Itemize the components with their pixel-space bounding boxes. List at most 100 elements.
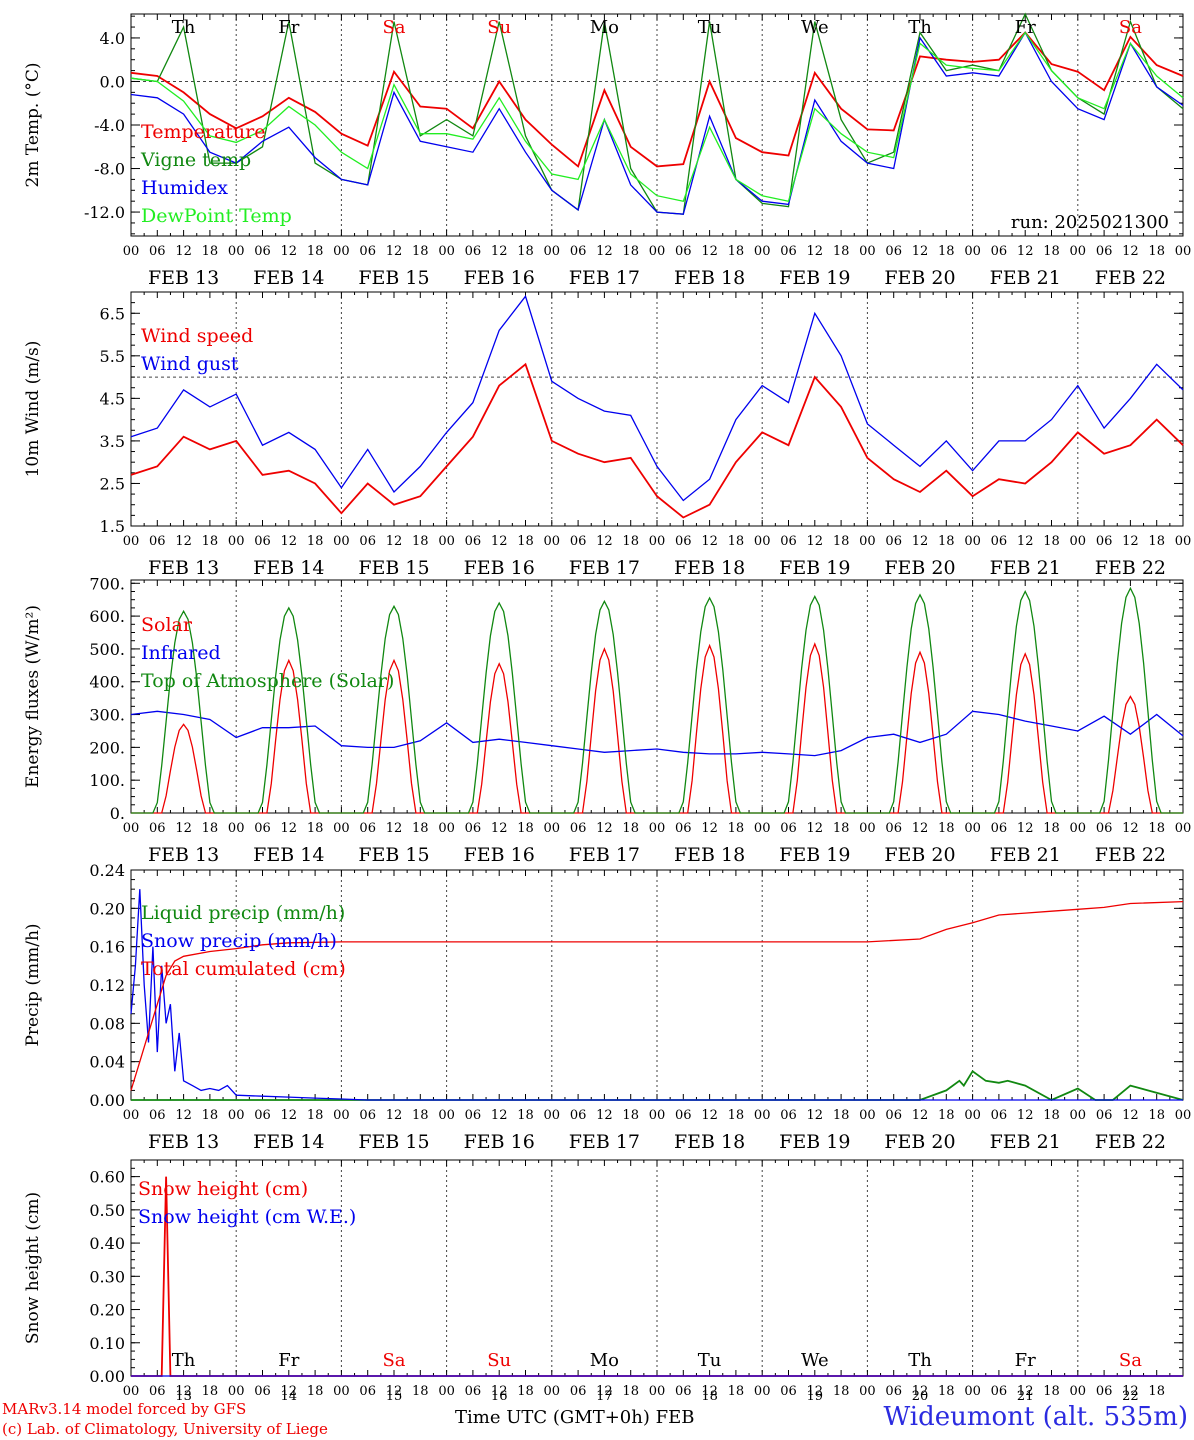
hour-label: 00: [333, 1384, 350, 1399]
date-label: FEB 17: [569, 267, 640, 289]
hour-label: 06: [149, 821, 166, 836]
hour-label: 00: [964, 1108, 981, 1123]
hour-label: 06: [991, 1108, 1008, 1123]
hour-label: 00: [859, 244, 876, 259]
hour-label: 18: [1148, 1108, 1165, 1123]
hour-label: 00: [754, 1108, 771, 1123]
y-tick-label: -4.0: [94, 116, 125, 135]
hour-label: 12: [1017, 1108, 1034, 1123]
legend-entry: DewPoint Temp: [141, 205, 292, 227]
station-name: Wideumont (alt. 535m): [883, 1402, 1188, 1432]
date-label: FEB 13: [148, 557, 219, 579]
hour-label: 06: [991, 1384, 1008, 1399]
weekday-label: Th: [908, 17, 932, 38]
hour-label: 00: [123, 821, 140, 836]
hour-label: 06: [570, 1384, 587, 1399]
hour-label: 00: [649, 1384, 666, 1399]
hour-label: 18: [622, 1384, 639, 1399]
day-number-label: 13: [175, 1389, 192, 1404]
hour-label: 00: [964, 534, 981, 549]
date-label: FEB 20: [884, 557, 955, 579]
hour-label: 00: [1175, 534, 1192, 549]
hour-label: 06: [885, 1108, 902, 1123]
hour-label: 06: [359, 534, 376, 549]
hour-label: 18: [938, 534, 955, 549]
y-tick-label: 0.: [110, 804, 125, 823]
y-tick-label: 0.50: [89, 1201, 125, 1220]
date-label: FEB 16: [464, 844, 535, 866]
weekday-label: Mo: [590, 1350, 619, 1371]
date-label: FEB 18: [674, 844, 745, 866]
hour-label: 12: [281, 1384, 298, 1399]
date-label: FEB 16: [464, 267, 535, 289]
hour-label: 12: [596, 1108, 613, 1123]
hour-label: 18: [1043, 244, 1060, 259]
hour-label: 06: [780, 821, 797, 836]
hour-label: 06: [254, 1108, 271, 1123]
hour-label: 18: [517, 1384, 534, 1399]
hour-label: 18: [517, 534, 534, 549]
hour-label: 12: [491, 1384, 508, 1399]
date-label: FEB 17: [569, 557, 640, 579]
hour-label: 18: [412, 821, 429, 836]
hour-label: 18: [202, 821, 219, 836]
day-number-label: 17: [596, 1389, 613, 1404]
hour-label: 00: [1175, 821, 1192, 836]
hour-label: 18: [1043, 821, 1060, 836]
y-tick-label: 600.: [89, 607, 125, 626]
hour-label: 12: [386, 244, 403, 259]
y-tick-label: 0.00: [89, 1091, 125, 1110]
y-axis-label: Energy fluxes (W/m²): [23, 605, 43, 788]
hour-label: 00: [228, 244, 245, 259]
panel-temp: 4.0 0.0 -4.0 -8.0 -12.0 2m Temp. (°C) Temperat…: [23, 12, 1191, 289]
hour-label: 18: [622, 1108, 639, 1123]
lab-credit: (c) Lab. of Climatology, University of L…: [2, 1420, 328, 1438]
hour-label: 00: [123, 534, 140, 549]
hour-label: 06: [885, 1384, 902, 1399]
hour-label: 12: [175, 821, 192, 836]
hour-label: 06: [780, 534, 797, 549]
hour-label: 12: [912, 1108, 929, 1123]
y-tick-label: 700.: [89, 574, 125, 593]
hour-label: 12: [701, 244, 718, 259]
hour-label: 00: [754, 534, 771, 549]
series-top-of-atmosphere-solar: [131, 586, 1183, 814]
y-tick-label: 6.5: [100, 304, 125, 323]
legend-entry: Temperature: [141, 121, 265, 143]
hour-label: 18: [412, 1108, 429, 1123]
hour-label: 00: [964, 244, 981, 259]
hour-label: 00: [333, 534, 350, 549]
hour-label: 12: [596, 534, 613, 549]
hour-label: 12: [281, 821, 298, 836]
hour-label: 00: [1070, 1108, 1087, 1123]
hour-label: 06: [465, 1108, 482, 1123]
hour-label: 12: [175, 244, 192, 259]
hour-label: 12: [807, 1108, 824, 1123]
hour-label: 18: [307, 1108, 324, 1123]
y-tick-label: 0.04: [89, 1053, 125, 1072]
legend-entry: Vigne temp: [140, 149, 251, 171]
hour-label: 06: [675, 244, 692, 259]
hour-label: 18: [307, 1384, 324, 1399]
hour-label: 06: [991, 821, 1008, 836]
hour-label: 18: [833, 244, 850, 259]
hour-label: 06: [359, 1108, 376, 1123]
weekday-label: Sa: [1119, 17, 1142, 38]
hour-label: 06: [1096, 244, 1113, 259]
hour-label: 18: [938, 1108, 955, 1123]
hour-label: 06: [570, 821, 587, 836]
hour-label: 06: [149, 534, 166, 549]
hour-label: 06: [254, 1384, 271, 1399]
date-label: FEB 15: [358, 557, 429, 579]
hour-label: 00: [123, 244, 140, 259]
y-tick-label: 0.12: [89, 976, 125, 995]
hour-label: 12: [912, 244, 929, 259]
legend-entry: Snow height (cm): [138, 1178, 308, 1200]
hour-label: 00: [123, 1108, 140, 1123]
hour-label: 18: [202, 534, 219, 549]
hour-label: 12: [1017, 244, 1034, 259]
date-label: FEB 22: [1095, 844, 1166, 866]
hour-label: 18: [307, 821, 324, 836]
weekday-label: We: [801, 1350, 829, 1371]
hour-label: 12: [1017, 1384, 1034, 1399]
